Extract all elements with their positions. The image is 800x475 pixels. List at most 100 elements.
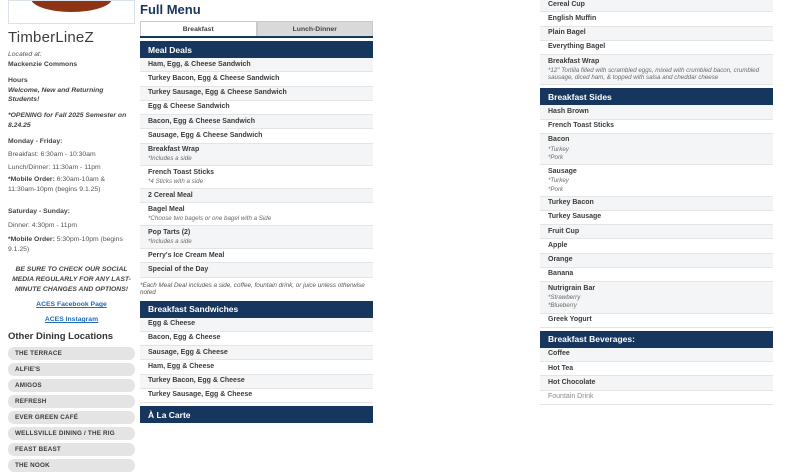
page-title: Full Menu bbox=[140, 2, 201, 17]
menu-item-note: *Choose two bagels or one bagel with a S… bbox=[148, 215, 272, 223]
other-locations-heading: Other Dining Locations bbox=[8, 331, 114, 343]
menu-item-name: Greek Yogurt bbox=[548, 316, 592, 323]
sidebar-link-facebook[interactable]: ACES Facebook Page bbox=[36, 301, 107, 309]
menu-item-row: Ham, Egg, & Cheese Sandwich bbox=[140, 58, 373, 73]
menu-item-row: Hot Tea bbox=[540, 362, 773, 377]
menu-item-row: 2 Cereal Meal bbox=[140, 189, 373, 204]
menu-item-row: Sausage, Egg & Cheese Sandwich bbox=[140, 129, 373, 144]
dining-location-button[interactable]: ALFIE'S bbox=[8, 363, 135, 377]
menu-item-note: *Turkey bbox=[548, 145, 569, 153]
menu-item-row: English Muffin bbox=[540, 12, 773, 27]
menu-item-name: Fountain Drink bbox=[548, 393, 594, 400]
menu-item-name: 2 Cereal Meal bbox=[148, 191, 193, 199]
menu-item-name: Bacon bbox=[548, 136, 570, 144]
menu-item-row: Turkey Bacon, Egg & Cheese Sandwich bbox=[140, 72, 373, 87]
menu-item-row: Breakfast Wrap *Includes a side bbox=[140, 143, 373, 167]
menu-item-row: French Toast Sticks *4 Sticks with a side bbox=[140, 166, 373, 190]
menu-item-name: Egg & Cheese bbox=[148, 320, 196, 327]
menu-item-name: Bacon, Egg & Cheese bbox=[148, 334, 221, 342]
menu-item-row: Ham, Egg & Cheese bbox=[140, 360, 373, 375]
menu-item-note: *Pork bbox=[548, 154, 564, 162]
tab-breakfast[interactable]: Breakfast bbox=[140, 21, 257, 36]
menu-item-row: Hash Brown bbox=[540, 105, 773, 120]
menu-item-name: Breakfast Wrap bbox=[148, 146, 200, 153]
menu-item-row: Apple bbox=[540, 239, 773, 254]
menu-item-name: Turkey Sausage, Egg & Cheese Sandwich bbox=[148, 89, 287, 96]
menu-item-name: Special of the Day bbox=[148, 265, 209, 273]
menu-item-row: Turkey Bacon bbox=[540, 196, 773, 211]
section-header: Breakfast Beverages: bbox=[540, 330, 773, 348]
dining-location-button[interactable]: THE NOOK bbox=[8, 459, 135, 473]
hours-label: Hours bbox=[8, 76, 28, 84]
menu-section: Cereal Cup English Muffin Plain Bagel Every… bbox=[540, 0, 773, 86]
menu-item-name: Apple bbox=[548, 241, 568, 249]
menu-item-row: Greek Yogurt bbox=[540, 313, 773, 328]
menu-section: Breakfast Sandwiches Egg & Cheese Bacon, E… bbox=[140, 300, 373, 403]
menu-item-name: Cereal Cup bbox=[548, 0, 585, 8]
sidebar-link-instagram[interactable]: ACES Instagram bbox=[44, 316, 99, 324]
menu-item-note: *12" Tortilla filled with scrambled eggs… bbox=[548, 66, 760, 82]
restaurant-title: TimberLineZ bbox=[8, 29, 94, 46]
menu-item-row: Sausage, Egg & Cheese bbox=[140, 346, 373, 361]
menu-item-name: Turkey Sausage bbox=[548, 213, 602, 221]
mobile-order-label: *Mobile Order: bbox=[8, 176, 55, 184]
menu-item-note: *Blueberry bbox=[548, 302, 577, 310]
menu-item-row: Everything Bagel bbox=[540, 40, 773, 55]
menu-item-name: Sausage, Egg & Cheese bbox=[148, 348, 228, 356]
menu-item-name: Orange bbox=[548, 256, 573, 264]
menu-item-name: Nutrigrain Bar bbox=[548, 284, 596, 292]
dining-location-button[interactable]: AMIGOS bbox=[8, 379, 135, 393]
sidebar-links: ACES Facebook Page ACES Instagram bbox=[8, 301, 135, 323]
menu-item-row: Pop Tarts (2) *Includes a side bbox=[140, 226, 373, 249]
menu-item-row: Orange bbox=[540, 253, 773, 268]
menu-item-name: Banana bbox=[548, 270, 574, 278]
mobile-order-label: *Mobile Order: bbox=[8, 235, 55, 243]
menu-item-row: Fruit Cup bbox=[540, 225, 773, 240]
menu-section: À La Carte bbox=[140, 406, 373, 423]
menu-item-name: Breakfast Wrap bbox=[548, 57, 600, 65]
menu-item-row: Perry's Ice Cream Meal bbox=[140, 249, 373, 264]
menu-item-note: *4 Sticks with a side bbox=[148, 178, 204, 186]
location-name: Mackenzie Commons bbox=[8, 60, 78, 68]
menu-item-row: Nutrigrain Bar *Strawberry *Blueberry bbox=[540, 282, 773, 314]
menu-item-note: *Includes a side bbox=[148, 237, 192, 245]
menu-item-row: Turkey Bacon, Egg & Cheese bbox=[140, 374, 373, 389]
menu-item-note: *Turkey bbox=[548, 177, 569, 184]
menu-item-name: Bacon, Egg & Cheese Sandwich bbox=[148, 117, 255, 125]
tab-lunch-dinner[interactable]: Lunch-Dinner bbox=[256, 21, 373, 36]
menu-item-name: Ham, Egg & Cheese bbox=[148, 362, 215, 370]
menu-item-row: Bacon, Egg & Cheese bbox=[140, 331, 373, 346]
menu-item-row: Egg & Cheese bbox=[140, 317, 373, 332]
menu-item-name: Hot Tea bbox=[548, 364, 574, 372]
menu-item-row: Bacon, Egg & Cheese Sandwich bbox=[140, 115, 373, 130]
menu-item-row: Breakfast Wrap *12" Tortilla filled with … bbox=[540, 55, 773, 86]
menu-item-row: Turkey Sausage, Egg & Cheese bbox=[140, 388, 373, 403]
menu-item-row: Special of the Day bbox=[140, 263, 373, 278]
menu-item-note: *Pork bbox=[548, 185, 564, 193]
section-header: À La Carte bbox=[140, 406, 373, 423]
menu-item-row: Egg & Cheese Sandwich bbox=[140, 100, 373, 115]
dining-location-button[interactable]: EVER GREEN CAFÉ bbox=[8, 411, 135, 425]
menu-item-name: Turkey Bacon, Egg & Cheese Sandwich bbox=[148, 74, 280, 82]
menu-item-name: Bagel Meal bbox=[148, 205, 185, 213]
menu-item-note: *Strawberry bbox=[548, 293, 581, 301]
menu-item-name: English Muffin bbox=[548, 14, 597, 22]
social-media-note: BE SURE TO CHECK OUR SOCIAL MEDIA REGULA… bbox=[12, 265, 131, 293]
menu-item-name: French Toast Sticks bbox=[148, 168, 215, 176]
dining-location-button[interactable]: REFRESH bbox=[8, 395, 135, 409]
menu-item-name: Coffee bbox=[548, 350, 570, 358]
menu-item-row: Plain Bagel bbox=[540, 26, 773, 41]
menu-item-name: Hot Chocolate bbox=[548, 378, 596, 386]
section-header: Breakfast Sides bbox=[540, 88, 773, 106]
located-at-label: Located at: bbox=[8, 51, 42, 58]
sidebar: TimberLineZ Located at: Mackenzie Common… bbox=[8, 0, 135, 475]
menu-column-left: Full Menu Breakfast Lunch-Dinner Meal Dea… bbox=[140, 0, 373, 423]
section-header: Breakfast Sandwiches bbox=[140, 300, 373, 318]
dining-location-button[interactable]: THE TERRACE bbox=[8, 347, 135, 361]
menu-item-row: Bagel Meal *Choose two bagels or one bage… bbox=[140, 203, 373, 227]
dining-location-button[interactable]: WELLSVILLE DINING / THE RIG bbox=[8, 427, 135, 441]
location-list: THE TERRACE ALFIE'S AMIGOS REFRESH EVER GREE… bbox=[8, 347, 135, 473]
restaurant-logo bbox=[8, 0, 135, 24]
menu-item-name: French Toast Sticks bbox=[548, 122, 615, 130]
dining-location-button[interactable]: FEAST BEAST bbox=[8, 443, 135, 457]
